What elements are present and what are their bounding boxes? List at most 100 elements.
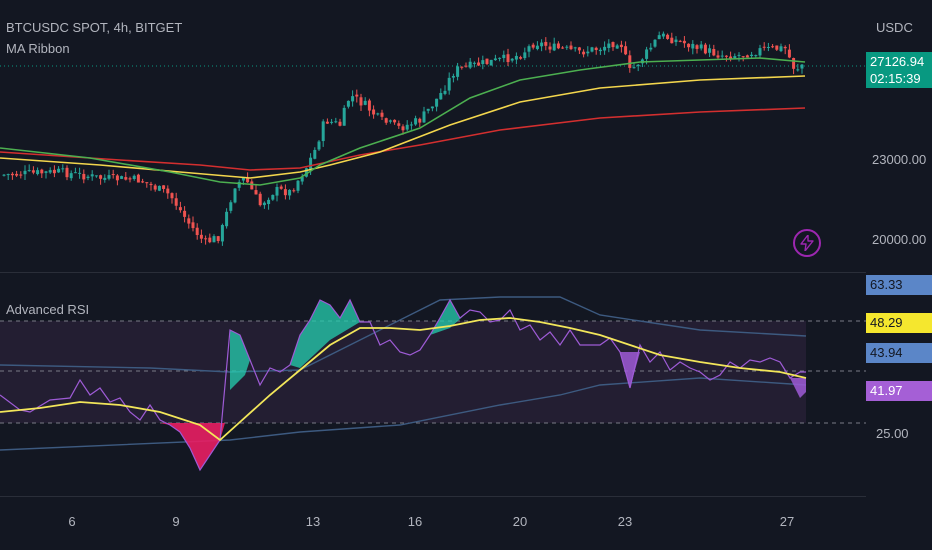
- candle-body: [199, 234, 203, 239]
- candle-body: [523, 52, 527, 59]
- candle-body: [582, 51, 586, 55]
- rsi-overbought-fill: [230, 300, 470, 390]
- candle-body: [619, 44, 623, 48]
- time-tick-label: 9: [172, 514, 180, 529]
- candle-body: [439, 93, 443, 100]
- candle-body: [237, 181, 241, 188]
- candle-body: [103, 177, 107, 180]
- candle-body: [766, 46, 770, 48]
- candle-body: [19, 174, 23, 176]
- candle-body: [48, 170, 52, 173]
- candle-body: [447, 77, 451, 91]
- rsi-background-band: [0, 321, 806, 423]
- candle-body: [124, 177, 128, 180]
- candle-body: [527, 46, 531, 52]
- candle-body: [493, 58, 497, 61]
- last-price: 27126.94: [870, 54, 925, 69]
- candle-body: [111, 174, 115, 176]
- candle-body: [737, 54, 741, 56]
- ma-ribbon-legend[interactable]: MA Ribbon: [6, 41, 70, 56]
- candle-body: [422, 111, 426, 123]
- lightning-glyph: [800, 235, 814, 251]
- candle-body: [594, 47, 598, 50]
- candle-body: [321, 121, 325, 142]
- candle-body: [254, 190, 258, 195]
- candle-body: [288, 189, 292, 196]
- candle-body: [204, 238, 208, 240]
- candle-body: [52, 169, 56, 174]
- candle-body: [304, 168, 308, 177]
- candle-body: [561, 47, 565, 49]
- candle-body: [607, 43, 611, 48]
- candle-body: [733, 56, 737, 59]
- candle-body: [283, 189, 287, 196]
- rsi-value-tag: 41.97: [866, 381, 932, 401]
- candle-body: [149, 183, 153, 186]
- candle-body: [120, 176, 124, 179]
- candle-body: [418, 118, 422, 123]
- candle-body: [796, 69, 800, 71]
- candle-body: [212, 236, 216, 243]
- candle-body: [317, 141, 321, 150]
- advanced-rsi-legend[interactable]: Advanced RSI: [6, 302, 90, 317]
- candle-body: [691, 43, 695, 49]
- candle-body: [157, 185, 161, 191]
- candle-body: [535, 45, 539, 50]
- last-price-tag: 27126.94 02:15:39: [866, 52, 932, 88]
- time-tick-label: 23: [617, 514, 633, 529]
- candle-body: [792, 58, 796, 69]
- candle-body: [569, 45, 573, 50]
- candle-body: [136, 174, 140, 183]
- candle-body: [489, 59, 493, 66]
- rsi-divergence-fill: [620, 352, 806, 398]
- candle-body: [519, 57, 523, 59]
- candle-body: [712, 49, 716, 56]
- candle-body: [661, 33, 665, 37]
- ma-green-line: [0, 57, 806, 186]
- candle-body: [334, 121, 338, 123]
- candle-body: [225, 211, 229, 227]
- candle-body: [603, 46, 607, 51]
- candle-body: [191, 222, 195, 229]
- rsi-oversold-fill: [0, 423, 225, 470]
- candle-body: [649, 47, 653, 50]
- candle-body: [338, 121, 342, 126]
- candle-body: [372, 109, 376, 115]
- lightning-icon[interactable]: [793, 229, 821, 257]
- candle-body: [531, 44, 535, 48]
- candle-body: [779, 46, 783, 52]
- candle-body: [187, 218, 191, 224]
- rsi-pane[interactable]: [0, 296, 866, 472]
- candle-body: [330, 121, 334, 123]
- candle-body: [586, 51, 590, 54]
- candle-body: [775, 45, 779, 50]
- time-tick-label: 20: [512, 514, 528, 529]
- candle-body: [73, 172, 77, 174]
- candle-body: [653, 39, 657, 47]
- candle-body: [540, 42, 544, 47]
- candle-body: [611, 42, 615, 48]
- candle-body: [426, 108, 430, 111]
- candle-body: [128, 178, 132, 180]
- candle-body: [506, 54, 510, 63]
- candle-body: [414, 118, 418, 125]
- candle-body: [300, 177, 304, 182]
- candle-body: [313, 149, 317, 159]
- rsi-line: [0, 298, 806, 472]
- candle-body: [15, 173, 19, 176]
- candle-body: [153, 185, 157, 190]
- candle-body: [409, 124, 413, 126]
- candle-body: [262, 202, 266, 206]
- candle-body: [296, 180, 300, 191]
- candle-body: [208, 237, 212, 243]
- candle-body: [40, 169, 44, 174]
- candle-body: [275, 186, 279, 196]
- candle-body: [720, 55, 724, 57]
- candle-body: [309, 157, 313, 170]
- price-pane[interactable]: [0, 31, 866, 246]
- candle-body: [699, 44, 703, 49]
- candle-body: [460, 66, 464, 68]
- candle-body: [44, 171, 48, 173]
- rsi-upper-band: [0, 296, 807, 373]
